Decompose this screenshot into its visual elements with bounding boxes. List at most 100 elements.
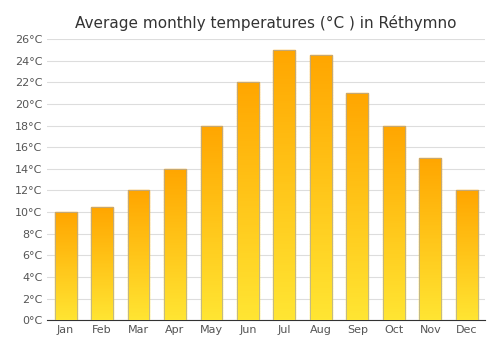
Bar (456, 275, 477, 276)
Bar (91, 309, 113, 310)
Bar (456, 277, 477, 279)
Bar (383, 133, 405, 135)
Bar (128, 263, 150, 264)
Bar (383, 225, 405, 227)
Bar (274, 147, 295, 150)
Bar (310, 198, 332, 201)
Bar (456, 280, 477, 281)
Bar (237, 256, 259, 258)
Bar (456, 203, 477, 205)
Bar (164, 238, 186, 240)
Bar (310, 182, 332, 185)
Bar (91, 294, 113, 295)
Bar (91, 246, 113, 247)
Bar (54, 301, 76, 302)
Bar (346, 241, 368, 243)
Bar (274, 255, 295, 258)
Bar (383, 275, 405, 277)
Bar (237, 173, 259, 175)
Bar (54, 268, 76, 270)
Bar (420, 242, 441, 244)
Bar (420, 318, 441, 320)
Bar (91, 316, 113, 317)
Bar (237, 142, 259, 144)
Bar (91, 287, 113, 288)
Bar (237, 120, 259, 123)
Bar (128, 259, 150, 260)
Bar (420, 304, 441, 306)
Bar (346, 277, 368, 279)
Bar (200, 250, 222, 252)
Bar (310, 317, 332, 320)
Bar (54, 217, 76, 218)
Bar (54, 265, 76, 266)
Bar (200, 270, 222, 272)
Bar (200, 287, 222, 289)
Bar (274, 188, 295, 190)
Bar (237, 303, 259, 306)
Bar (200, 281, 222, 283)
Bar (456, 245, 477, 246)
Bar (91, 250, 113, 251)
Bar (200, 256, 222, 258)
Bar (128, 294, 150, 295)
Bar (200, 190, 222, 192)
Bar (164, 186, 186, 187)
Bar (274, 293, 295, 296)
Bar (237, 156, 259, 159)
Bar (128, 192, 150, 193)
Bar (237, 132, 259, 135)
Bar (164, 261, 186, 262)
Bar (128, 273, 150, 275)
Bar (200, 176, 222, 178)
Bar (346, 279, 368, 281)
Bar (310, 55, 332, 320)
Bar (383, 285, 405, 287)
Bar (274, 290, 295, 293)
Bar (310, 265, 332, 267)
Bar (237, 199, 259, 201)
Bar (274, 206, 295, 209)
Bar (128, 319, 150, 320)
Bar (274, 261, 295, 264)
Bar (456, 190, 477, 192)
Bar (456, 308, 477, 310)
Bar (237, 306, 259, 308)
Bar (420, 164, 441, 166)
Bar (346, 105, 368, 107)
Bar (237, 249, 259, 251)
Bar (128, 268, 150, 270)
Bar (128, 267, 150, 268)
Bar (128, 316, 150, 317)
Bar (128, 249, 150, 250)
Bar (128, 209, 150, 210)
Bar (54, 252, 76, 253)
Bar (164, 216, 186, 217)
Bar (310, 262, 332, 265)
Bar (456, 253, 477, 254)
Bar (237, 228, 259, 230)
Bar (237, 82, 259, 320)
Bar (274, 126, 295, 128)
Bar (200, 310, 222, 312)
Bar (54, 242, 76, 243)
Bar (164, 246, 186, 247)
Bar (237, 99, 259, 102)
Bar (128, 317, 150, 319)
Bar (420, 223, 441, 224)
Bar (274, 264, 295, 266)
Bar (164, 273, 186, 275)
Bar (128, 292, 150, 293)
Bar (164, 253, 186, 255)
Bar (237, 241, 259, 244)
Bar (128, 246, 150, 247)
Bar (310, 135, 332, 138)
Bar (91, 266, 113, 267)
Bar (237, 294, 259, 296)
Bar (237, 315, 259, 318)
Bar (91, 285, 113, 286)
Bar (200, 130, 222, 131)
Bar (128, 198, 150, 200)
Bar (456, 276, 477, 277)
Bar (346, 93, 368, 320)
